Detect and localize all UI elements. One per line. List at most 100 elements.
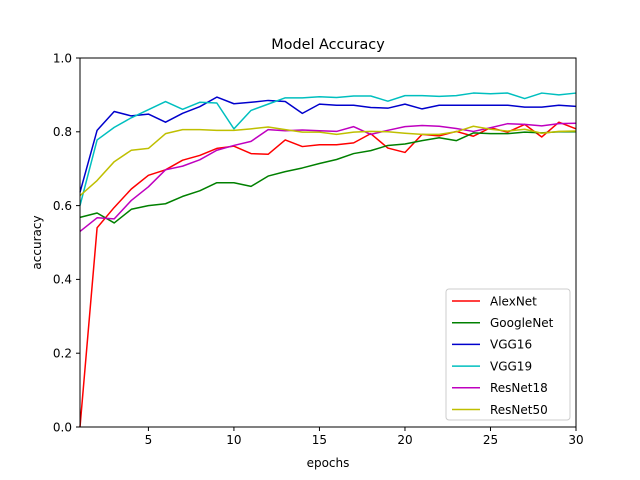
data-point-vgg19 <box>284 97 286 99</box>
data-point-vgg16 <box>541 106 543 108</box>
legend-label-alexnet: AlexNet <box>490 294 537 308</box>
data-point-vgg19 <box>404 94 406 96</box>
data-point-resnet18 <box>421 124 423 126</box>
data-point-resnet50 <box>233 129 235 131</box>
data-point-vgg16 <box>164 121 166 123</box>
data-point-resnet18 <box>113 218 115 220</box>
data-point-resnet50 <box>216 129 218 131</box>
data-point-vgg19 <box>113 126 115 128</box>
data-point-vgg16 <box>233 103 235 105</box>
data-point-vgg16 <box>387 107 389 109</box>
y-axis-label: accuracy <box>30 215 44 269</box>
data-point-vgg16 <box>421 108 423 110</box>
data-point-googlenet <box>370 149 372 151</box>
data-point-vgg16 <box>472 104 474 106</box>
x-tick-label: 10 <box>226 433 241 447</box>
data-point-resnet50 <box>267 126 269 128</box>
data-point-googlenet <box>335 158 337 160</box>
data-point-vgg16 <box>147 113 149 115</box>
series-layer <box>79 92 577 428</box>
data-point-resnet50 <box>318 131 320 133</box>
data-point-alexnet <box>147 174 149 176</box>
x-tick-label: 20 <box>397 433 412 447</box>
data-point-vgg19 <box>541 92 543 94</box>
data-point-resnet18 <box>250 140 252 142</box>
data-point-googlenet <box>233 182 235 184</box>
data-point-googlenet <box>164 203 166 205</box>
y-axis: 0.0 0.2 0.4 0.6 0.8 1.0 <box>53 51 80 434</box>
data-point-vgg19 <box>438 95 440 97</box>
data-point-vgg19 <box>130 117 132 119</box>
data-point-googlenet <box>130 208 132 210</box>
data-point-googlenet <box>506 132 508 134</box>
data-point-googlenet <box>250 185 252 187</box>
data-point-resnet50 <box>489 128 491 130</box>
data-point-vgg16 <box>199 106 201 108</box>
data-point-resnet50 <box>147 147 149 149</box>
plot-area-frame <box>79 57 577 428</box>
y-tick-label: 0.8 <box>53 125 72 139</box>
data-point-resnet18 <box>370 133 372 135</box>
series-line-resnet18 <box>79 122 577 233</box>
x-tick-label: 15 <box>312 433 327 447</box>
data-point-resnet18 <box>267 128 269 130</box>
data-point-alexnet <box>130 188 132 190</box>
data-point-vgg16 <box>284 100 286 102</box>
data-point-vgg19 <box>421 94 423 96</box>
data-point-alexnet <box>404 151 406 153</box>
data-point-resnet18 <box>352 125 354 127</box>
data-point-vgg16 <box>404 103 406 105</box>
data-point-vgg16 <box>96 129 98 131</box>
data-point-resnet50 <box>438 133 440 135</box>
data-point-vgg16 <box>301 112 303 114</box>
data-point-alexnet <box>113 206 115 208</box>
series-line-googlenet <box>79 131 576 224</box>
data-point-googlenet <box>489 132 491 134</box>
data-point-alexnet <box>301 145 303 147</box>
data-point-resnet18 <box>541 125 543 127</box>
data-point-vgg19 <box>164 100 166 102</box>
data-point-resnet50 <box>335 133 337 135</box>
legend-label-resnet18: ResNet18 <box>490 381 548 395</box>
data-point-resnet18 <box>404 125 406 127</box>
data-point-vgg16 <box>523 106 525 108</box>
legend: AlexNet GoogleNet VGG16 VGG19 ResNet18 ResNet… <box>445 288 571 421</box>
data-point-vgg16 <box>267 99 269 101</box>
legend-label-vgg16: VGG16 <box>490 338 532 352</box>
data-point-alexnet <box>318 144 320 146</box>
data-point-vgg19 <box>352 95 354 97</box>
data-point-alexnet <box>181 159 183 161</box>
data-point-resnet50 <box>199 128 201 130</box>
data-point-googlenet <box>387 144 389 146</box>
data-point-alexnet <box>335 144 337 146</box>
data-point-resnet50 <box>96 179 98 181</box>
data-point-vgg19 <box>318 96 320 98</box>
data-point-alexnet <box>96 227 98 229</box>
y-tick-label: 0.0 <box>53 420 72 434</box>
data-point-vgg19 <box>523 97 525 99</box>
data-point-resnet50 <box>130 149 132 151</box>
data-point-resnet18 <box>523 123 525 125</box>
data-point-vgg16 <box>558 104 560 106</box>
data-point-googlenet <box>181 195 183 197</box>
data-point-resnet50 <box>558 130 560 132</box>
data-point-vgg19 <box>199 101 201 103</box>
data-point-resnet18 <box>506 122 508 124</box>
data-point-googlenet <box>352 152 354 154</box>
data-point-googlenet <box>404 143 406 145</box>
series-line-resnet50 <box>79 125 577 197</box>
data-point-vgg19 <box>472 92 474 94</box>
data-point-resnet50 <box>284 128 286 130</box>
data-point-resnet18 <box>181 165 183 167</box>
data-point-vgg16 <box>352 104 354 106</box>
data-point-vgg19 <box>558 94 560 96</box>
data-point-vgg19 <box>147 108 149 110</box>
data-point-googlenet <box>113 222 115 224</box>
legend-frame <box>445 288 571 421</box>
data-point-resnet50 <box>472 125 474 127</box>
y-tick-label: 0.2 <box>53 347 72 361</box>
x-axis-label: epochs <box>307 456 350 470</box>
data-point-resnet50 <box>250 128 252 130</box>
data-point-googlenet <box>96 212 98 214</box>
